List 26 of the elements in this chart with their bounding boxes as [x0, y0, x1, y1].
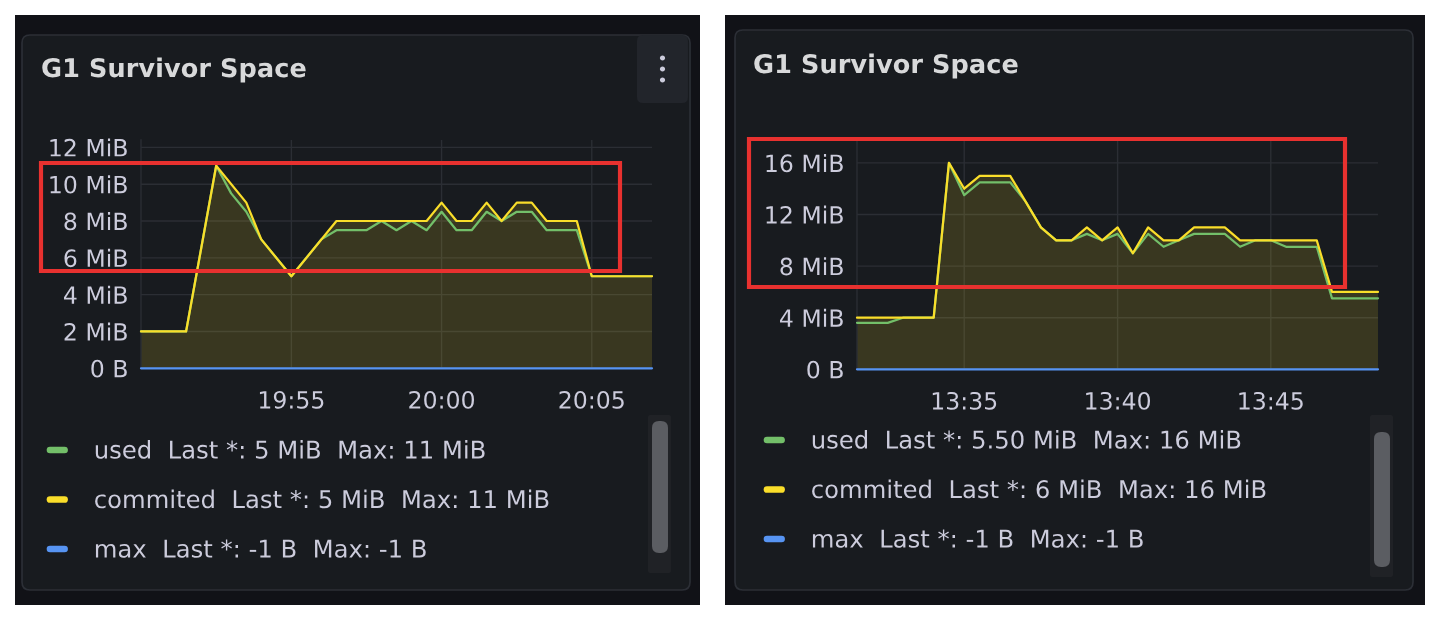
- legend-label: commited Last *: 6 MiB Max: 16 MiB: [812, 479, 1266, 499]
- x-tick-label: 20:00: [409, 390, 475, 409]
- x-tick-label: 19:55: [259, 390, 324, 409]
- y-tick-label: 10 MiB: [50, 175, 127, 194]
- x-tick-label: 13:40: [1086, 391, 1151, 410]
- y-tick-label: 6 MiB: [64, 248, 127, 268]
- y-tick-label: 8 MiB: [64, 212, 127, 231]
- x-tick-label: 20:05: [559, 390, 624, 409]
- y-tick-label: 4 MiB: [64, 285, 127, 304]
- chart-title: G1 Survivor Space: [754, 53, 1018, 79]
- y-tick-label: 0 B: [91, 359, 127, 378]
- legend-label: used Last *: 5.50 MiB Max: 16 MiB: [812, 430, 1241, 449]
- y-tick-label: 2 MiB: [64, 322, 127, 341]
- y-tick-label: 12 MiB: [50, 138, 127, 157]
- legend-label: commited Last *: 5 MiB Max: 11 MiB: [95, 489, 549, 509]
- x-tick-label: 13:35: [932, 391, 997, 410]
- legend-label: used Last *: 5 MiB Max: 11 MiB: [95, 440, 485, 459]
- chart-title: G1 Survivor Space: [42, 57, 306, 83]
- y-tick-label: 8 MiB: [780, 257, 843, 276]
- legend-label: max Last *: -1 B Max: -1 B: [812, 529, 1143, 548]
- x-tick-label: 13:45: [1239, 391, 1303, 410]
- y-tick-label: 4 MiB: [780, 308, 843, 327]
- legend-label: max Last *: -1 B Max: -1 B: [95, 539, 426, 558]
- y-tick-label: 0 B: [807, 360, 843, 379]
- y-tick-label: 16 MiB: [766, 153, 843, 173]
- y-tick-label: 12 MiB: [766, 205, 843, 224]
